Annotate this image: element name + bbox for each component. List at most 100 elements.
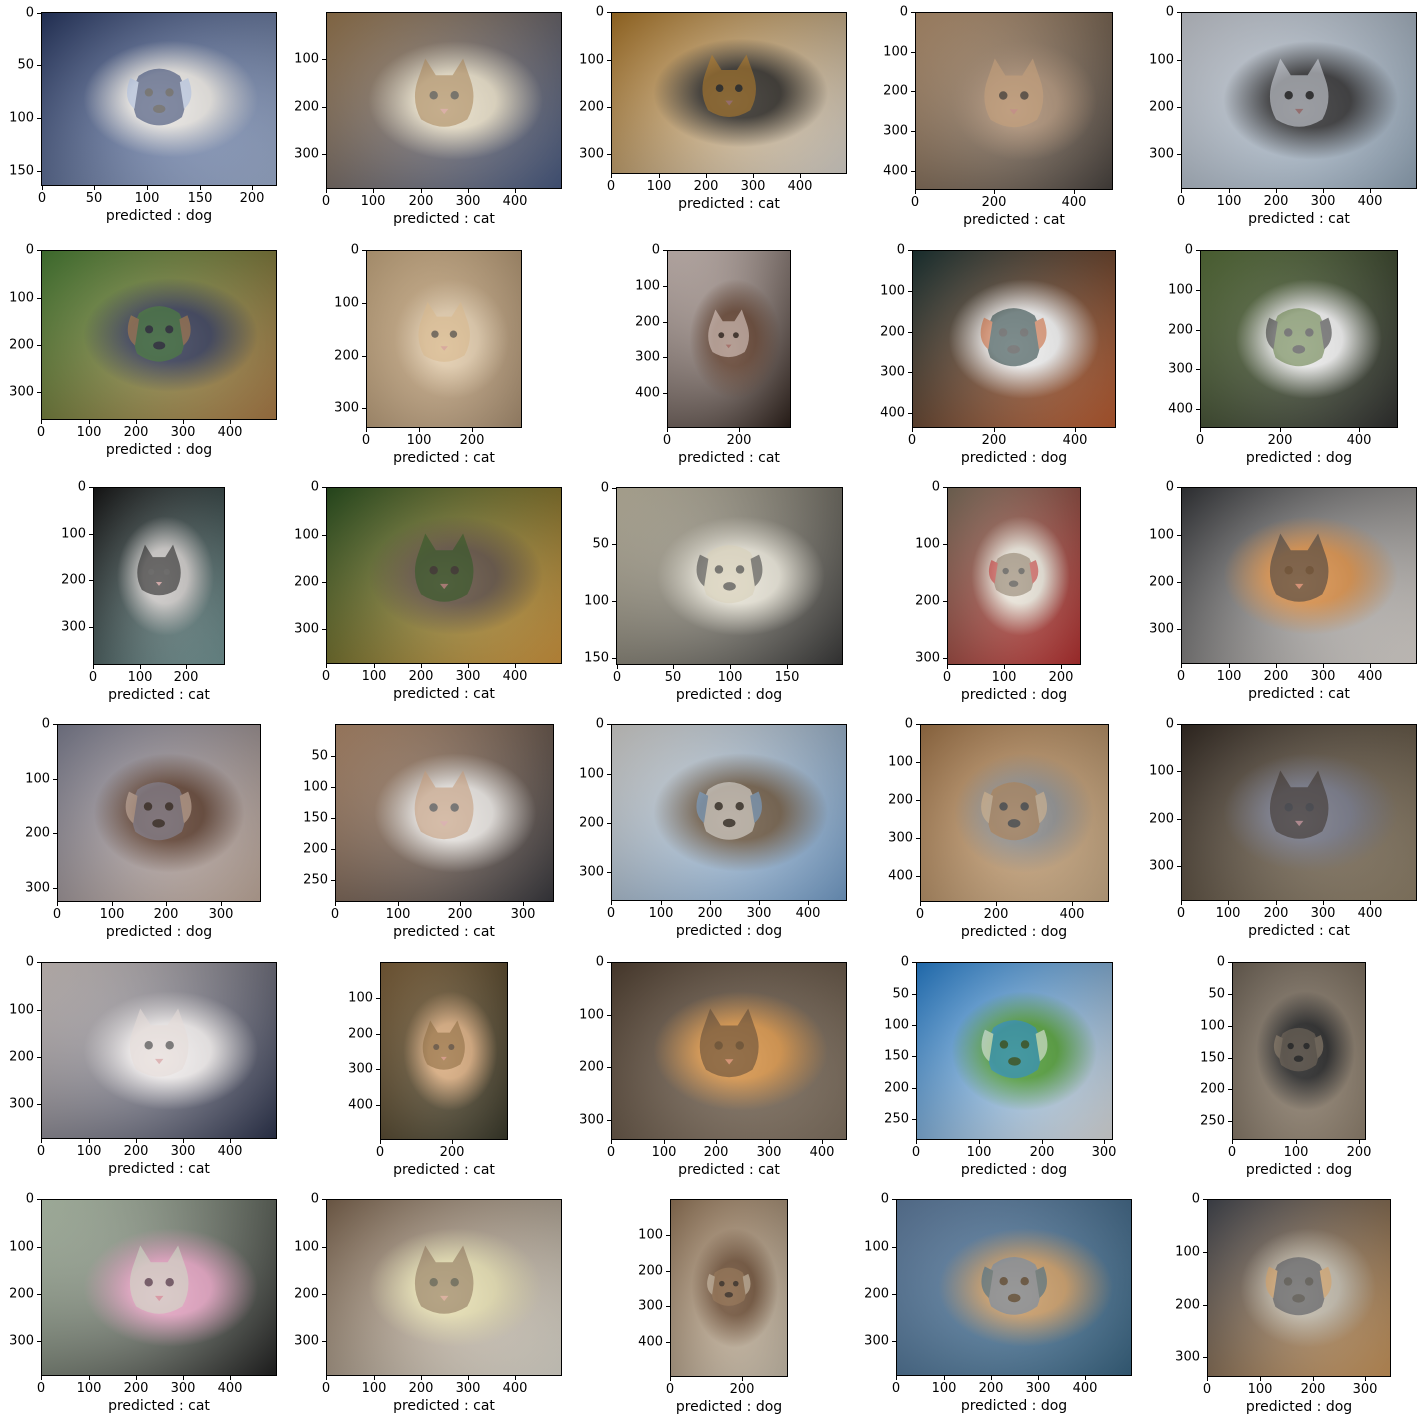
y-tick-mark — [322, 582, 326, 583]
prediction-caption: predicted : cat — [393, 686, 495, 702]
y-tick-mark — [89, 534, 93, 535]
x-tick-mark — [136, 1139, 137, 1143]
x-tick-mark — [611, 1140, 612, 1144]
x-tick-mark — [808, 901, 809, 905]
y-tick-label: 400 — [635, 385, 660, 401]
x-tick-label: 300 — [208, 907, 234, 922]
y-tick-label: 300 — [348, 1061, 373, 1077]
x-tick-label: 300 — [170, 425, 196, 440]
x-tick-label: 0 — [911, 1145, 921, 1160]
x-tick-mark — [1229, 664, 1230, 668]
y-tick-mark — [607, 1015, 611, 1016]
x-tick-label: 0 — [330, 907, 340, 922]
prediction-caption: predicted : cat — [678, 1162, 780, 1178]
cat-icon — [415, 770, 474, 840]
x-tick-mark — [1232, 1140, 1233, 1144]
x-tick-label: 0 — [1195, 433, 1205, 448]
prediction-caption: predicted : dog — [960, 1162, 1068, 1178]
x-tick-label: 400 — [787, 179, 813, 194]
x-tick-mark — [366, 428, 367, 432]
y-tick-label: 200 — [9, 337, 34, 353]
x-tick-mark — [140, 665, 141, 669]
x-tick-label: 200 — [981, 433, 1007, 448]
x-tick-label: 200 — [1300, 1382, 1326, 1397]
x-tick-label: 200 — [981, 195, 1007, 210]
y-tick-mark — [322, 1247, 326, 1248]
y-tick-label: 100 — [635, 278, 660, 294]
x-tick-label: 50 — [664, 670, 682, 685]
y-tick-label: 100 — [294, 51, 319, 67]
y-tick-label: 300 — [294, 146, 319, 162]
photo-dog — [1207, 1199, 1391, 1377]
x-tick-mark — [515, 664, 516, 668]
y-tick-mark — [322, 154, 326, 155]
x-tick-label: 0 — [907, 433, 917, 448]
y-tick-mark — [607, 823, 611, 824]
y-tick-mark — [607, 60, 611, 61]
x-tick-mark — [915, 190, 916, 194]
y-tick-label: 0 — [25, 1191, 34, 1207]
dog-icon — [696, 545, 763, 604]
y-tick-mark — [908, 250, 912, 251]
y-tick-mark — [37, 1057, 41, 1058]
cat-icon — [708, 309, 750, 358]
y-tick-mark — [916, 724, 920, 725]
y-tick-label: 100 — [303, 779, 328, 795]
y-tick-mark — [912, 1119, 916, 1120]
prediction-caption: predicted : dog — [960, 687, 1068, 703]
prediction-caption: predicted : cat — [393, 1162, 495, 1178]
x-tick-label: 200 — [408, 1381, 434, 1396]
photo-dog — [57, 724, 261, 902]
x-tick-label: 400 — [217, 425, 243, 440]
y-tick-mark — [607, 107, 611, 108]
x-tick-label: 300 — [1310, 194, 1336, 209]
y-tick-label: 0 — [595, 716, 604, 732]
prediction-caption: predicted : dog — [960, 1398, 1068, 1414]
x-tick-label: 200 — [1263, 906, 1289, 921]
prediction-caption: predicted : dog — [105, 924, 213, 940]
y-tick-label: 400 — [1168, 401, 1193, 417]
y-tick-label: 400 — [888, 868, 913, 884]
x-tick-mark — [1181, 664, 1182, 668]
x-tick-label: 0 — [88, 670, 98, 685]
x-tick-label: 100 — [1247, 1382, 1273, 1397]
x-tick-mark — [89, 420, 90, 424]
photo-dog — [916, 962, 1113, 1140]
y-tick-mark — [331, 849, 335, 850]
y-tick-label: 0 — [1184, 242, 1193, 258]
x-tick-mark — [1104, 1140, 1105, 1144]
y-tick-label: 200 — [9, 1049, 34, 1065]
prediction-caption: predicted : cat — [393, 924, 495, 940]
x-tick-mark — [710, 901, 711, 905]
y-tick-label: 200 — [294, 574, 319, 590]
x-tick-mark — [1313, 1377, 1314, 1381]
y-tick-mark — [1177, 12, 1181, 13]
prediction-caption: predicted : cat — [108, 1161, 210, 1177]
y-tick-mark — [892, 1341, 896, 1342]
x-tick-label: 200 — [459, 433, 485, 448]
x-tick-label: 0 — [361, 433, 371, 448]
x-tick-label: 300 — [756, 1145, 782, 1160]
x-tick-mark — [460, 902, 461, 906]
x-tick-label: 0 — [915, 907, 925, 922]
cat-icon — [137, 544, 181, 596]
x-tick-label: 100 — [1283, 1145, 1309, 1160]
y-tick-mark — [53, 779, 57, 780]
y-tick-mark — [607, 1067, 611, 1068]
photo-dog — [912, 250, 1116, 428]
y-tick-label: 0 — [25, 242, 34, 258]
y-tick-mark — [1203, 1199, 1207, 1200]
x-tick-label: 300 — [1310, 906, 1336, 921]
y-tick-mark — [1177, 629, 1181, 630]
x-tick-mark — [1323, 664, 1324, 668]
y-tick-label: 150 — [884, 1048, 909, 1064]
x-tick-mark — [468, 189, 469, 193]
x-tick-mark — [1085, 1376, 1086, 1380]
x-tick-label: 200 — [1029, 1145, 1055, 1160]
y-tick-label: 100 — [638, 1227, 663, 1243]
x-tick-label: 200 — [439, 1145, 465, 1160]
y-tick-label: 300 — [915, 650, 940, 666]
prediction-caption: predicted : dog — [675, 687, 783, 703]
x-tick-label: 200 — [239, 191, 265, 206]
